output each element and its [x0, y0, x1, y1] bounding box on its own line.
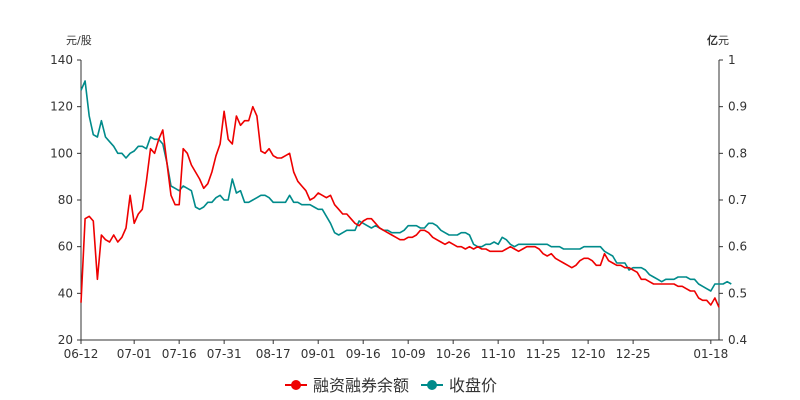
- right-tick-label: 0.7: [728, 193, 747, 207]
- legend-item-close-price[interactable]: 收盘价: [421, 376, 497, 395]
- legend-label: 收盘价: [449, 376, 497, 395]
- left-tick-label: 120: [50, 100, 73, 114]
- legend[interactable]: 融资融券余额 收盘价: [285, 376, 497, 395]
- legend-item-margin-balance[interactable]: 融资融券余额: [285, 376, 409, 395]
- right-tick-label: 0.6: [728, 240, 747, 254]
- right-tick-label: 0.5: [728, 286, 747, 300]
- right-tick-label: 0.4: [728, 333, 747, 347]
- axes-layer: [80, 60, 720, 341]
- x-tick-label: 12-10: [571, 347, 606, 361]
- x-tick-label: 01-18: [693, 347, 728, 361]
- x-tick-label: 07-31: [207, 347, 242, 361]
- x-tick-label: 07-01: [117, 347, 152, 361]
- left-tick-label: 20: [58, 333, 73, 347]
- x-tick-label: 10-09: [391, 347, 426, 361]
- x-tick-label: 11-25: [526, 347, 561, 361]
- series-line-close-price: [80, 80, 732, 292]
- right-tick-label: 0.8: [728, 146, 747, 160]
- x-tick-label: 12-25: [616, 347, 651, 361]
- left-tick-label: 60: [58, 240, 73, 254]
- right-axis-unit-rest: 元: [718, 34, 729, 47]
- right-axis-ticks: 0.4 0.5 0.6 0.7 0.8 0.9 1: [719, 53, 747, 347]
- legend-marker: [291, 380, 301, 390]
- right-tick-label: 0.9: [728, 100, 747, 114]
- left-axis-ticks: 20 40 60 80 100 120 140: [50, 53, 81, 347]
- x-tick-label: 09-16: [346, 347, 381, 361]
- left-tick-label: 40: [58, 286, 73, 300]
- right-axis-unit-bold: 亿: [707, 33, 718, 47]
- x-axis-ticks: 06-12 07-01 07-16 07-31 08-17 09-01 09-16 10-09…: [64, 340, 728, 361]
- legend-label: 融资融券余额: [313, 376, 409, 395]
- legend-marker: [427, 380, 437, 390]
- left-tick-label: 80: [58, 193, 73, 207]
- left-axis-unit: 元/股: [66, 34, 92, 47]
- right-axis-unit: 亿元: [707, 33, 729, 47]
- series-layer: [80, 80, 732, 308]
- left-tick-label: 100: [50, 146, 73, 160]
- x-tick-label: 07-16: [162, 347, 197, 361]
- x-tick-label: 10-26: [436, 347, 471, 361]
- x-tick-label: 08-17: [256, 347, 291, 361]
- series-line-margin-balance: [80, 105, 720, 308]
- x-tick-label: 09-01: [301, 347, 336, 361]
- left-tick-label: 140: [50, 53, 73, 67]
- right-tick-label: 1: [728, 53, 736, 67]
- x-tick-label: 11-10: [481, 347, 516, 361]
- x-tick-label: 06-12: [64, 347, 99, 361]
